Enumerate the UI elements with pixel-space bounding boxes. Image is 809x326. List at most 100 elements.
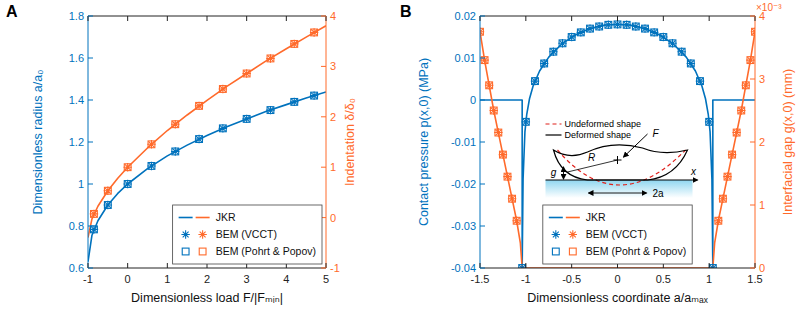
data-point [632,23,639,30]
data-point [219,85,227,93]
y-tick-label: -0.02 [451,178,476,190]
data-point [123,180,131,188]
data-point [196,136,203,143]
series-line [480,32,755,268]
y-tick-label: 1.8 [69,10,84,22]
y2-tick-label: 3 [330,60,336,72]
data-point [747,57,754,64]
legend-symbol [181,230,189,238]
x-tick [571,16,572,21]
data-area [480,20,755,268]
data-point [678,48,685,55]
x-tick [246,16,247,21]
data-point [171,147,179,155]
data-point [752,28,755,35]
legend-symbol [566,217,580,219]
deformed-shape [554,145,688,180]
data-point [720,195,727,202]
y-tick [480,184,485,185]
data-point [709,265,716,268]
legend-symbol [196,217,210,219]
data-point [310,91,318,99]
inset-legend-symbol [546,123,562,124]
data-point [90,210,98,218]
x-tick-label: 1 [706,273,712,285]
legend-label: BEM (VCCT) [586,228,647,240]
data-point [243,70,250,77]
gap-arrow [563,167,564,179]
data-point [697,78,704,85]
data-point [614,21,621,28]
x-tick [709,263,710,268]
y-tick-label: 0.02 [455,10,476,22]
x-tick-label: 5 [323,273,329,285]
y2-tick [321,66,326,67]
x-tick [88,263,89,268]
data-point [531,77,539,85]
y-tick-label: 1.2 [69,136,84,148]
y2-tick [750,142,755,143]
data-point [613,20,621,28]
data-point [518,264,526,268]
data-point [504,173,511,180]
x-tick [127,263,128,268]
data-point [290,40,298,48]
y-tick-label: -0.04 [451,262,476,274]
inset: xRFg2aUndeformed shapeDeformed shape [546,119,698,199]
data-point [266,106,274,114]
data-point [742,82,749,89]
legend-symbol [199,248,206,255]
y2-exponent: ×10⁻³ [756,2,782,13]
data-point [715,217,722,224]
legend-symbol [552,230,560,238]
x-tick-label: 2 [204,273,210,285]
y-tick [88,226,93,227]
x-tick-label: 1.5 [747,273,762,285]
data-point [705,118,713,126]
y2-tick-label: 0 [759,262,765,274]
data-point [267,107,274,114]
legend-symbol [198,230,206,238]
x-tick [480,263,481,268]
series-line [480,24,755,268]
data-point [499,150,507,158]
data-point [509,195,516,202]
x-tick [525,16,526,21]
data-point [310,28,318,36]
y-tick-label: 1.6 [69,52,84,64]
data-point [687,59,695,67]
x-tick [755,263,756,268]
data-point [742,81,750,89]
y-tick [88,184,93,185]
y2-axis-label: Interfacial gap g(x,0) (mm) [781,69,795,216]
y-tick [88,58,93,59]
x-tick-label: -0.5 [562,273,581,285]
data-point [508,195,516,203]
y-tick-label: 0 [470,94,476,106]
substrate [546,180,693,198]
inset-x-axis [546,180,698,181]
data-point [196,102,203,109]
y2-axis-line [326,16,327,268]
y2-axis-label: Indentation δ/δ₀ [343,98,357,186]
x-tick-label: -1 [521,273,531,285]
y-tick [88,268,93,269]
panel-label: B [400,3,412,20]
legend: JKRBEM (VCCT)BEM (Pohrt & Popov) [543,205,692,264]
data-point [219,125,226,132]
data-point [567,33,575,41]
data-point [104,187,112,195]
panel: -1.5-1-0.500.511.5-0.04-0.03-0.02-0.0100… [400,2,795,305]
data-point [729,151,736,158]
y2-tick-label: 2 [759,136,765,148]
y-tick [480,58,485,59]
panel-label: A [6,3,18,20]
data-point [104,201,112,209]
data-point [696,77,704,85]
data-point [714,217,722,225]
y-tick [480,142,485,143]
data-point [172,148,179,155]
data-point [219,86,226,93]
data-point [522,118,529,125]
data-point [171,120,179,128]
